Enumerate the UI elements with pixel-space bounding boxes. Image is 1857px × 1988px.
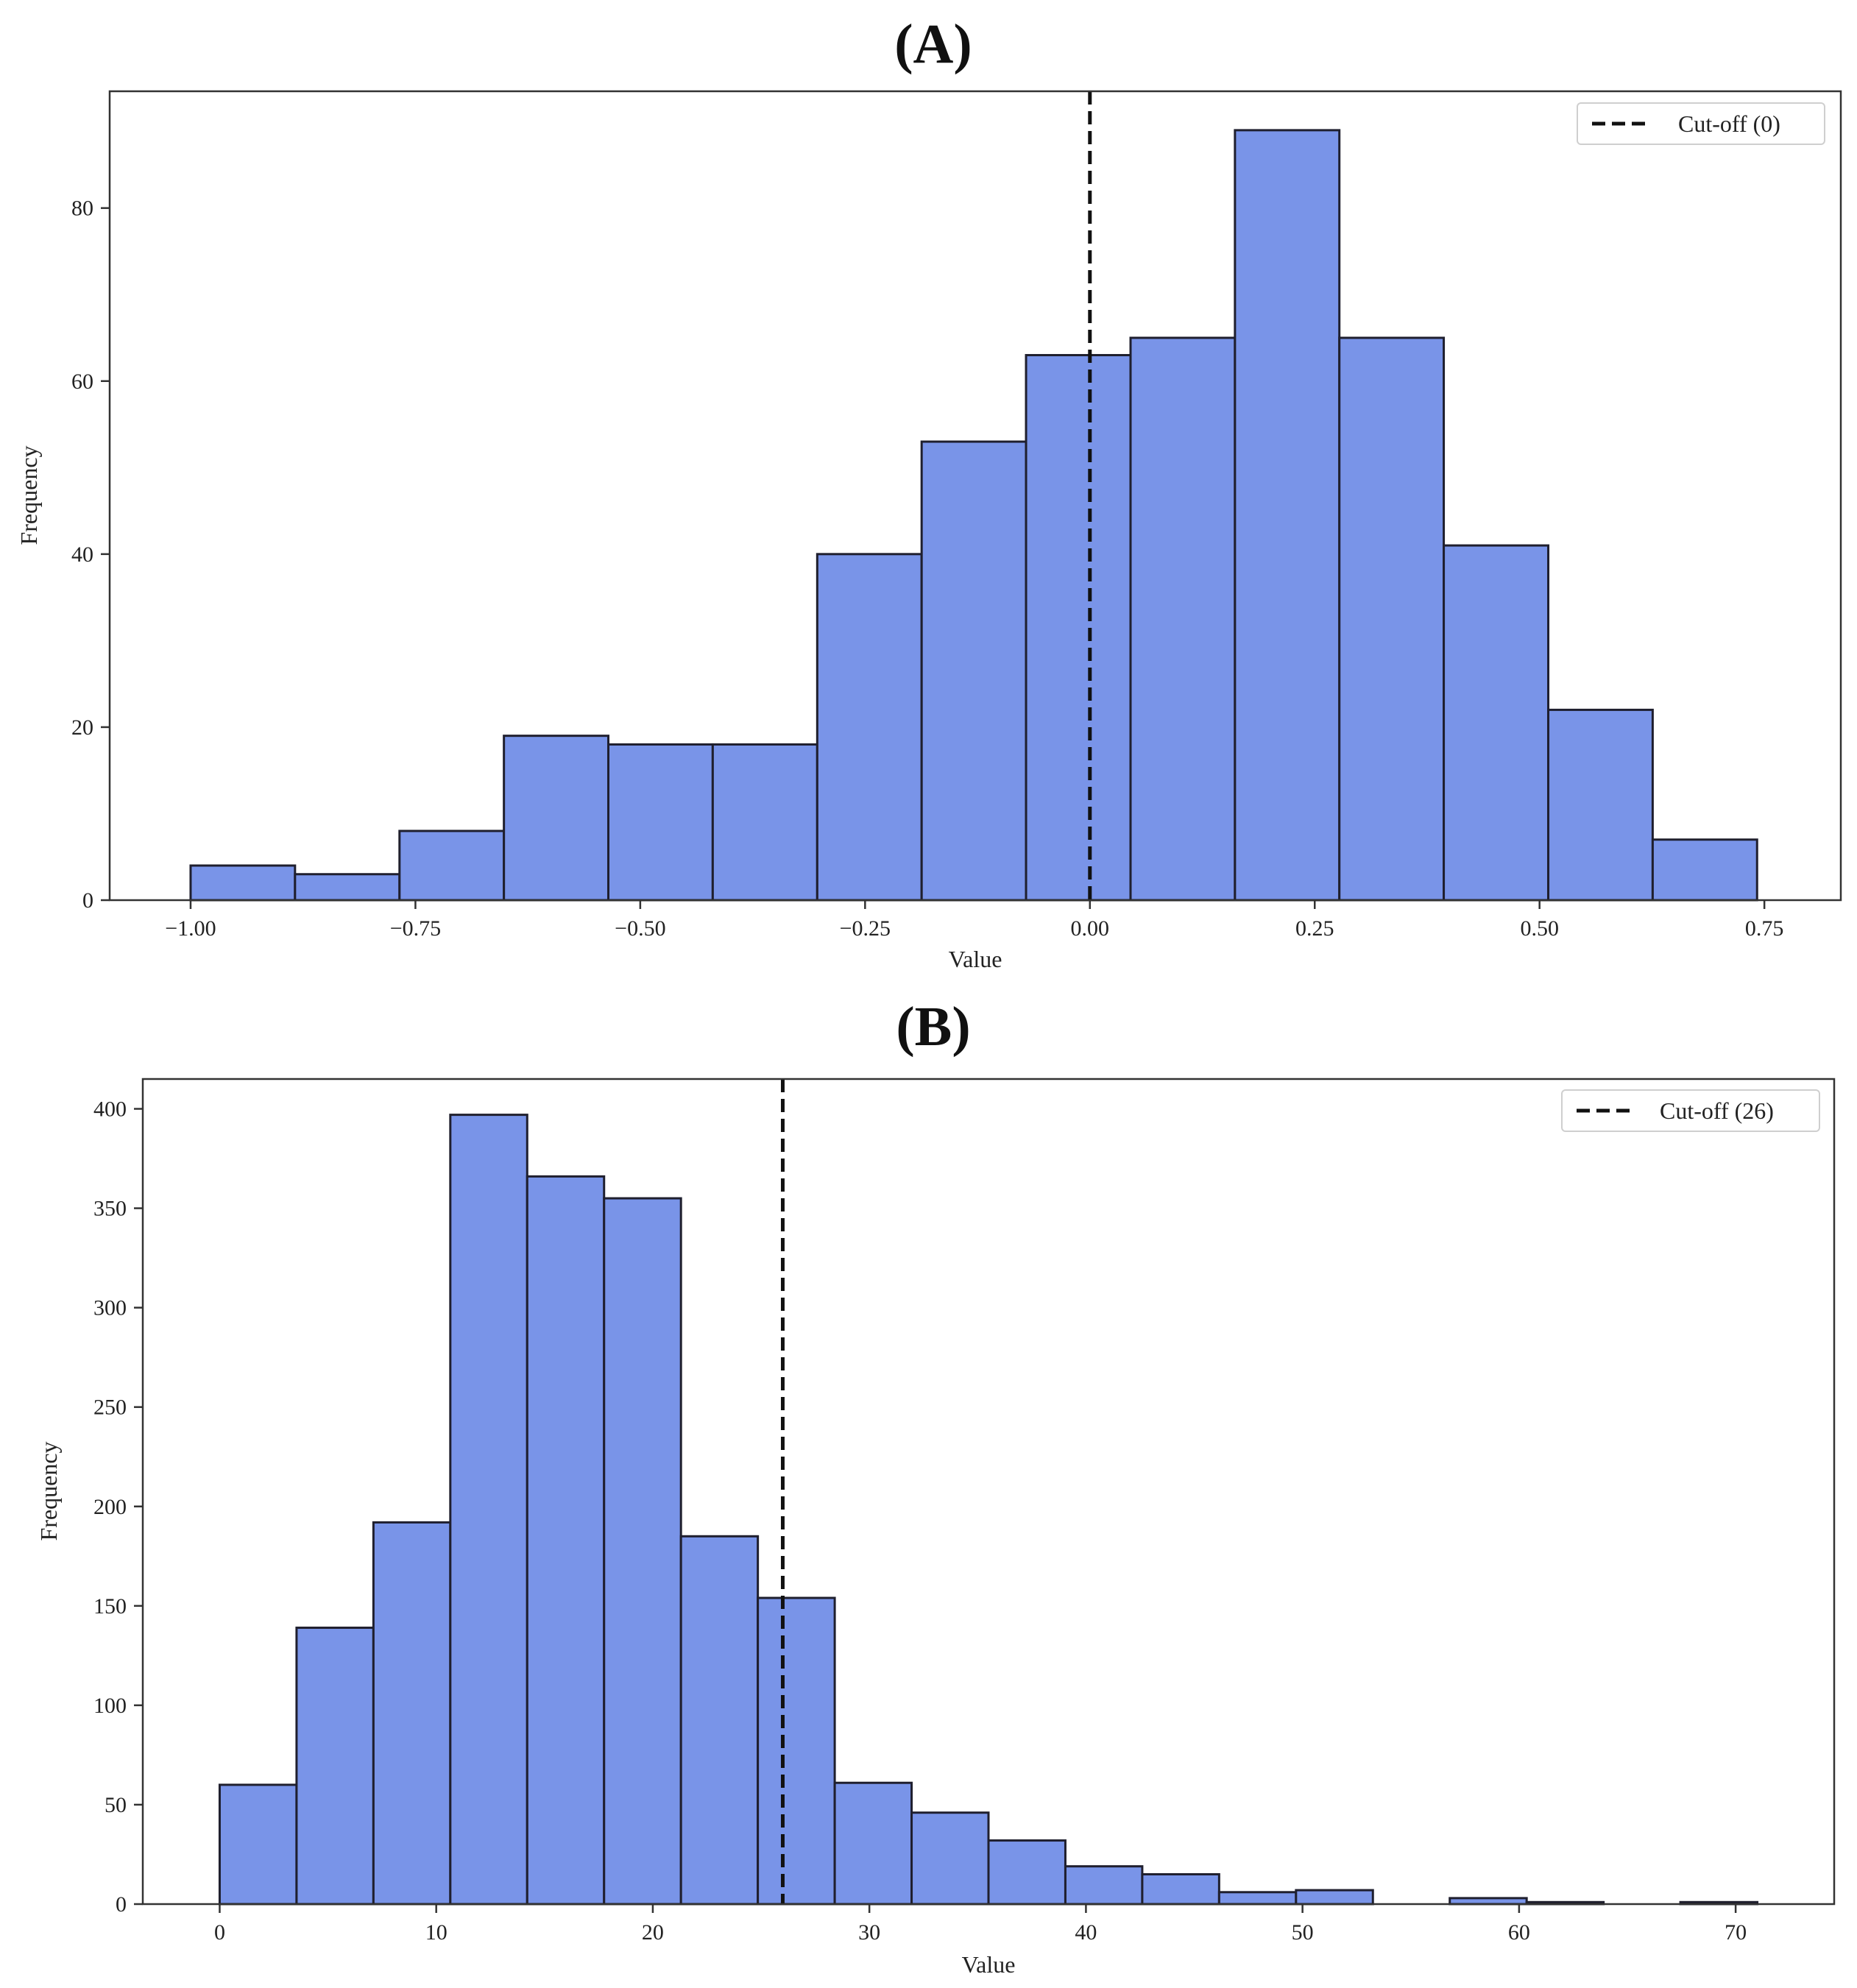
panel-b-x-tick-label: 10 — [425, 1920, 448, 1945]
panel-b-bar — [603, 1197, 682, 1906]
panel-a-bar — [189, 864, 297, 902]
panel-a-bar — [1234, 129, 1341, 902]
panel-b: (B) 0 10 20 30 40 50 60 70 0 50 100 150 200 250 300 350… — [35, 996, 1836, 1978]
panel-b-bar — [449, 1114, 528, 1906]
panel-a-bar — [1651, 838, 1758, 902]
panel-b-bar — [526, 1175, 606, 1906]
panel-a-bar — [920, 440, 1027, 902]
panel-a-bar — [1547, 708, 1654, 902]
panel-b-bar — [1295, 1889, 1374, 1906]
panel-b-plot-frame — [141, 1078, 1836, 1906]
panel-a: (A) −1.00 −0.75 −0.50 −0.25 0.00 0.25 0.50 0.75… — [15, 13, 1842, 972]
panel-b-y-tick-label: 250 — [93, 1396, 127, 1420]
panel-b-x-tick-label: 70 — [1725, 1920, 1747, 1945]
panel-a-legend-label: Cut-off (0) — [1678, 110, 1780, 137]
panel-a-y-tick-label: 40 — [71, 542, 93, 567]
panel-a-bar — [711, 743, 818, 902]
panel-a-ticks: −1.00 −0.75 −0.50 −0.25 0.00 0.25 0.50 0.75 0 20 4… — [71, 197, 1783, 941]
panel-b-bar — [1217, 1891, 1298, 1906]
panel-a-bar — [606, 743, 714, 902]
panel-b-legend-label: Cut-off (26) — [1660, 1097, 1774, 1124]
panel-a-x-tick-label: 0.50 — [1520, 916, 1559, 941]
panel-a-bar — [398, 829, 506, 902]
panel-b-bar — [987, 1839, 1067, 1906]
panel-b-bars — [218, 1114, 1759, 1906]
panel-b-y-tick-label: 150 — [93, 1594, 127, 1619]
panel-a-x-tick-label: −0.50 — [615, 916, 665, 941]
panel-b-ticks: 0 10 20 30 40 50 60 70 0 50 100 150 200 250 300 350 400 — [93, 1097, 1747, 1945]
panel-b-x-tick-label: 50 — [1292, 1920, 1314, 1945]
panel-a-x-tick-label: −1.00 — [165, 916, 216, 941]
panel-b-x-axis-label: Value — [962, 1951, 1016, 1978]
panel-b-legend: Cut-off (26) — [1561, 1089, 1820, 1132]
panel-a-y-tick-label: 60 — [71, 369, 93, 394]
panel-b-y-tick-label: 100 — [93, 1694, 127, 1718]
panel-b-bar — [910, 1811, 990, 1906]
panel-a-x-tick-label: −0.75 — [390, 916, 441, 941]
panel-b-y-tick-label: 50 — [105, 1793, 127, 1817]
panel-b-y-tick-label: 300 — [93, 1296, 127, 1320]
panel-b-y-tick-label: 0 — [116, 1892, 127, 1917]
panel-a-bar — [1338, 336, 1446, 902]
panel-b-legend-box — [1561, 1089, 1820, 1132]
panel-b-title: (B) — [896, 996, 970, 1058]
panel-b-bar — [372, 1521, 452, 1906]
panel-a-legend: Cut-off (0) — [1577, 102, 1825, 145]
panel-b-y-tick-label: 350 — [93, 1197, 127, 1221]
panel-a-bar — [1025, 353, 1132, 902]
panel-a-y-axis-label: Frequency — [15, 445, 42, 545]
panel-a-title: (A) — [894, 13, 972, 75]
panel-a-bar — [294, 873, 401, 902]
panel-a-y-tick-label: 20 — [71, 715, 93, 740]
panel-a-y-tick-label: 80 — [71, 197, 93, 221]
panel-b-bar — [679, 1535, 760, 1906]
panel-b-bar — [833, 1781, 913, 1906]
panel-a-x-tick-label: 0.00 — [1071, 916, 1110, 941]
panel-a-x-tick-label: 0.75 — [1745, 916, 1784, 941]
panel-a-bar — [1129, 336, 1237, 902]
panel-b-y-axis-label: Frequency — [35, 1441, 62, 1540]
panel-b-x-tick-label: 60 — [1508, 1920, 1530, 1945]
panel-b-y-tick-label: 200 — [93, 1495, 127, 1519]
panel-b-x-tick-label: 40 — [1075, 1920, 1097, 1945]
panel-a-bar — [816, 553, 923, 902]
panel-a-bar — [1443, 544, 1550, 902]
panel-b-x-tick-label: 20 — [642, 1920, 664, 1945]
panel-b-bar — [1064, 1865, 1144, 1906]
panel-b-x-tick-label: 30 — [858, 1920, 880, 1945]
panel-b-x-tick-label: 0 — [214, 1920, 225, 1945]
panel-a-x-tick-label: 0.25 — [1295, 916, 1334, 941]
panel-b-bar — [295, 1627, 375, 1906]
panel-a-bar — [503, 735, 609, 902]
panel-a-x-tick-label: −0.25 — [840, 916, 891, 941]
panel-b-bar — [218, 1783, 298, 1906]
panel-a-x-axis-label: Value — [949, 946, 1002, 972]
panel-a-legend-box — [1577, 102, 1825, 145]
panel-a-plot-frame — [108, 90, 1842, 902]
panel-b-bar — [1141, 1872, 1220, 1906]
panel-a-bars — [189, 129, 1758, 902]
panel-a-y-tick-label: 0 — [82, 888, 93, 913]
panel-b-bar — [757, 1596, 836, 1906]
panel-b-y-tick-label: 400 — [93, 1097, 127, 1122]
